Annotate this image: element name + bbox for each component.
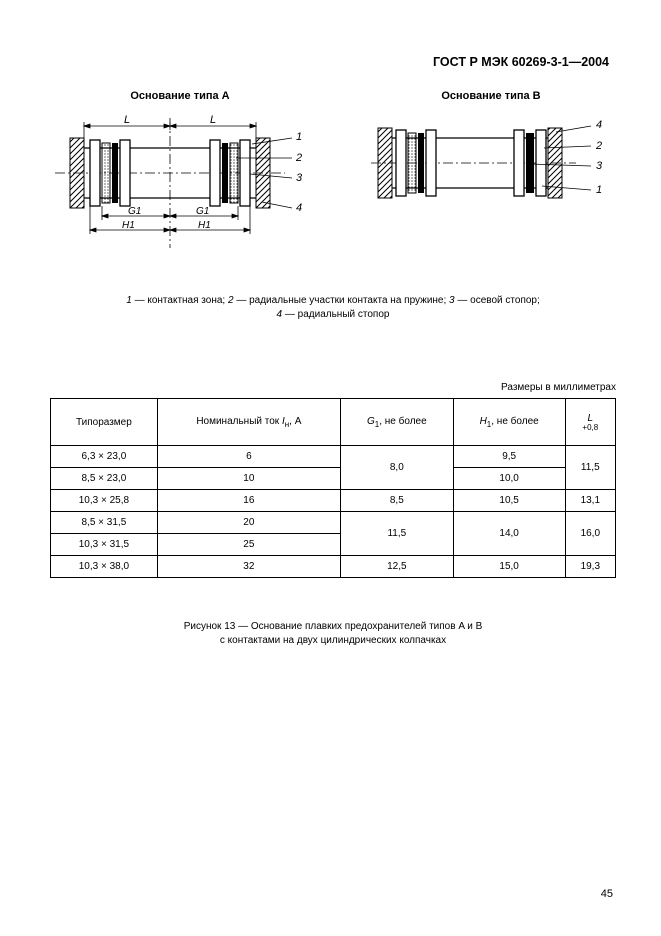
callout-a-4: 4 (296, 202, 302, 214)
dim-G1-left: G1 (128, 206, 141, 217)
table-body: 6,3 × 23,0 6 8,0 9,5 11,5 8,5 × 23,0 10 … (51, 446, 616, 578)
dim-G1-right: G1 (196, 206, 209, 217)
document-id: ГОСТ Р МЭК 60269-3-1—2004 (433, 55, 609, 69)
figure-caption: Рисунок 13 — Основание плавких предохран… (50, 620, 616, 648)
diagrams-row: Основание типа А (50, 90, 616, 258)
dimensions-table: Типоразмер Номинальный ток Iн, А G1, не … (50, 398, 616, 578)
diagram-b-column: Основание типа В (366, 90, 616, 258)
table-caption: Размеры в миллиметрах (50, 382, 616, 393)
table-header-row: Типоразмер Номинальный ток Iн, А G1, не … (51, 399, 616, 446)
diagram-b-svg: 4 2 3 1 (366, 108, 616, 228)
page: ГОСТ Р МЭК 60269-3-1—2004 Основание типа… (0, 0, 661, 936)
th-size: Типоразмер (51, 399, 158, 446)
table-row: 8,5 × 23,0 10 10,0 (51, 468, 616, 490)
diagram-b-title: Основание типа В (441, 90, 540, 102)
th-g1: G1, не более (340, 399, 453, 446)
dim-L-right: L (210, 114, 216, 126)
dim-H1-right: H1 (198, 220, 211, 231)
dim-L-left: L (124, 114, 130, 126)
callout-b-2: 2 (595, 140, 602, 152)
callout-b-4: 4 (596, 119, 602, 131)
callout-b-1: 1 (596, 184, 602, 196)
callout-b-3: 3 (596, 160, 603, 172)
diagram-a-title: Основание типа А (130, 90, 229, 102)
table-row: 8,5 × 31,5 20 11,5 14,0 16,0 (51, 512, 616, 534)
th-current: Номинальный ток Iн, А (157, 399, 340, 446)
diagram-legend: 1 — контактная зона; 2 — радиальные учас… (50, 294, 616, 322)
th-h1: H1, не более (453, 399, 565, 446)
callout-a-3: 3 (296, 172, 303, 184)
table-row: 10,3 × 25,8 16 8,5 10,5 13,1 (51, 490, 616, 512)
callout-a-2: 2 (295, 152, 302, 164)
th-L: L +0,8 (565, 399, 615, 446)
dim-H1-left: H1 (122, 220, 135, 231)
table-row: 10,3 × 38,0 32 12,5 15,0 19,3 (51, 556, 616, 578)
diagram-a-svg: L L G1 G1 (50, 108, 310, 258)
table-row: 6,3 × 23,0 6 8,0 9,5 11,5 (51, 446, 616, 468)
callout-a-1: 1 (296, 131, 302, 143)
page-number: 45 (601, 888, 613, 900)
diagram-a-column: Основание типа А (50, 90, 310, 258)
